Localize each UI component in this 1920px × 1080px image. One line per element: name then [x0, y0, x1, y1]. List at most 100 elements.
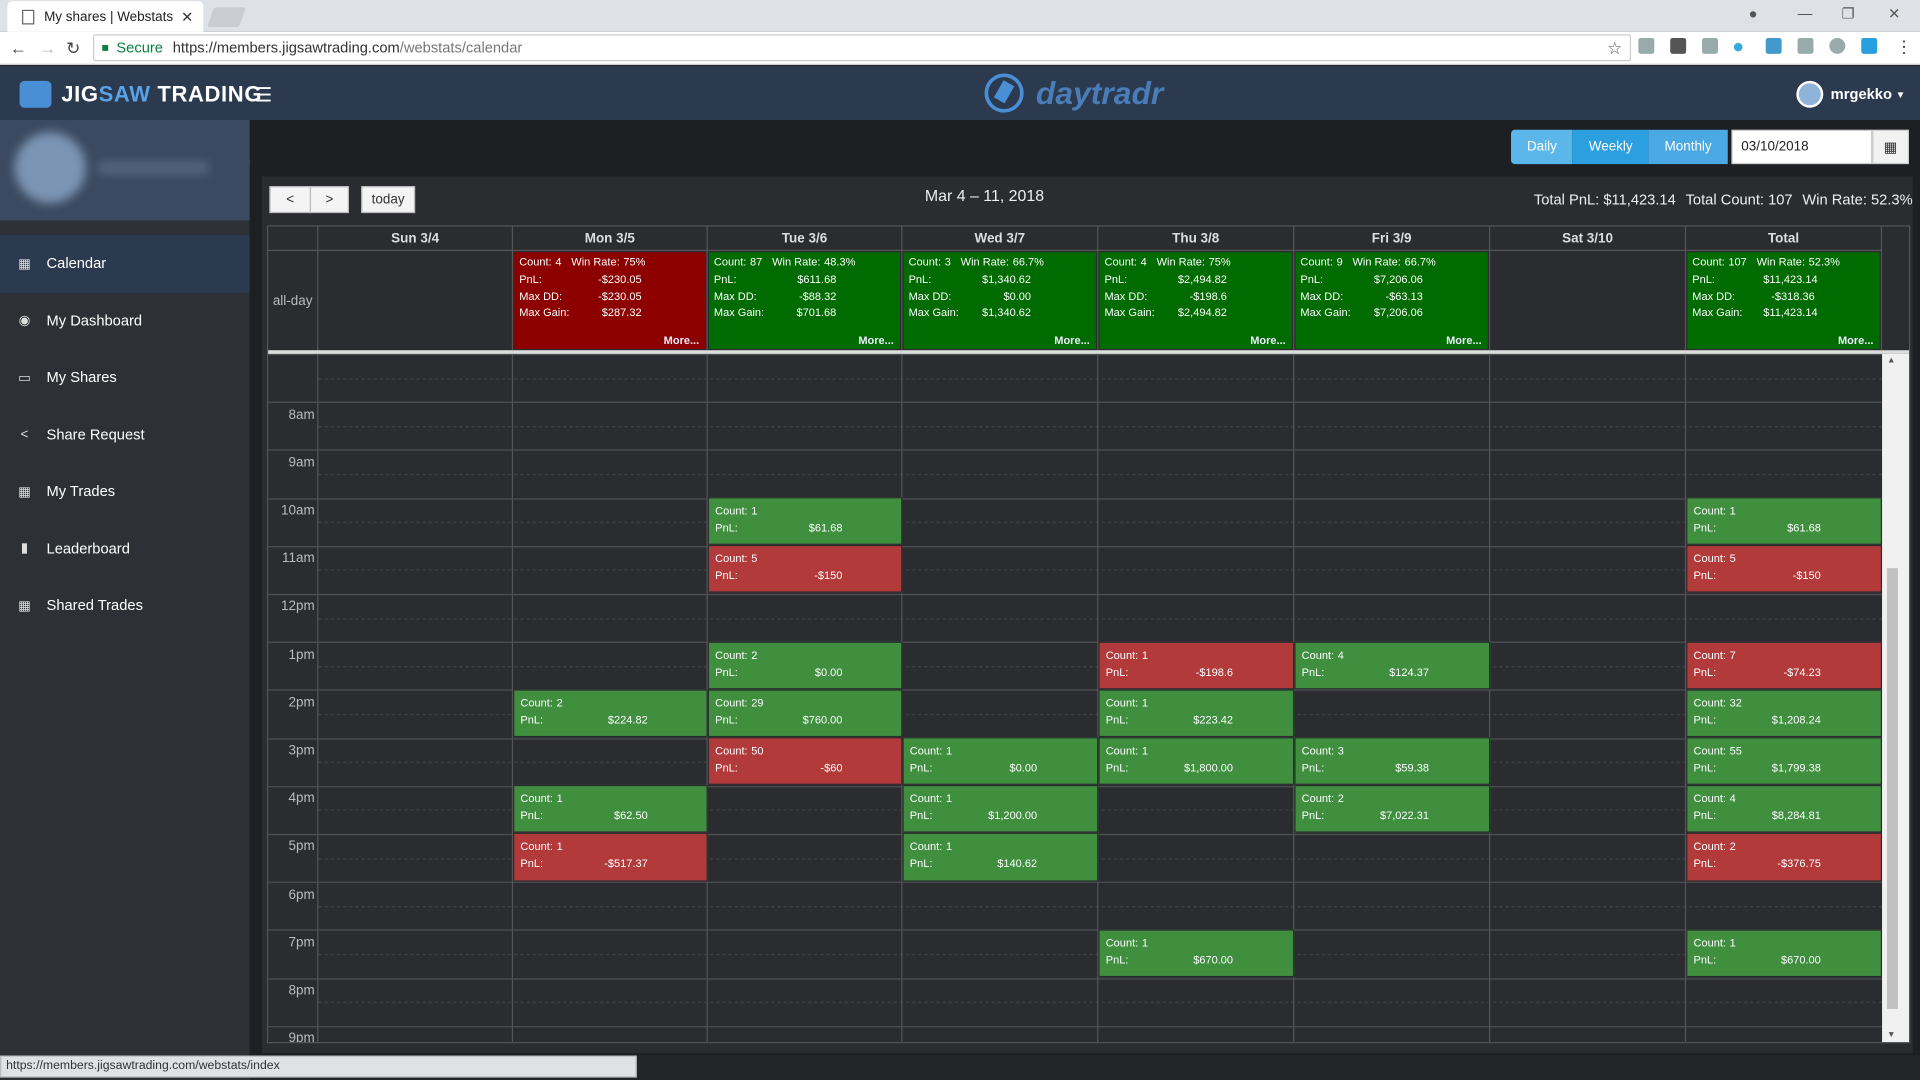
browser-tab[interactable]: My shares | Webstats ✕	[7, 1, 204, 32]
allday-cell[interactable]	[1490, 251, 1687, 351]
extension-icon[interactable]	[1829, 37, 1846, 54]
reload-icon[interactable]: ↻	[66, 37, 81, 58]
extension-icon[interactable]	[1797, 37, 1814, 54]
extension-icon[interactable]	[1670, 37, 1687, 54]
trade-event[interactable]: Count: 1 PnL: $1,800.00	[1098, 737, 1295, 786]
more-link[interactable]: More...	[1446, 334, 1482, 347]
allday-cell[interactable]: Count: 4 Win Rate: 75% PnL: $2,494.82 Max DD: -…	[1098, 251, 1295, 351]
trade-event[interactable]: Count: 1 PnL: -$198.6	[1098, 641, 1295, 690]
more-link[interactable]: More...	[858, 334, 894, 347]
allday-cell[interactable]: Count: 107 Win Rate: 52.3% PnL: $11,423.14 Max…	[1686, 251, 1883, 351]
today-button[interactable]: today	[361, 186, 416, 214]
hour-label: 6pm	[288, 887, 315, 902]
scrollbar-thumb[interactable]	[1886, 568, 1898, 1009]
user-menu[interactable]: mrgekko ▼	[1796, 80, 1905, 108]
trade-event[interactable]: Count: 1 PnL: $670.00	[1098, 929, 1295, 978]
day-summary[interactable]: Count: 4 Win Rate: 75% PnL: -$230.05 Max DD: -$…	[514, 252, 706, 349]
extension-icon[interactable]	[1733, 42, 1743, 52]
trade-event[interactable]: Count: 5 PnL: -$150	[1686, 545, 1883, 594]
forward-icon[interactable]: →	[39, 37, 57, 58]
trade-event[interactable]: Count: 4 PnL: $124.37	[1294, 641, 1491, 690]
allday-cell[interactable]	[318, 251, 514, 351]
sidebar-item-share-request[interactable]: < Share Request	[0, 406, 250, 463]
trade-event[interactable]: Count: 1 PnL: $223.42	[1098, 689, 1295, 738]
prev-week-button[interactable]: <	[269, 186, 312, 214]
day-summary[interactable]: Count: 107 Win Rate: 52.3% PnL: $11,423.14 Max…	[1687, 252, 1880, 349]
trade-event[interactable]: Count: 1 PnL: $61.68	[707, 497, 903, 546]
trade-event[interactable]: Count: 1 PnL: -$517.37	[513, 833, 708, 882]
count-label: Count:	[1301, 648, 1335, 661]
allday-cell[interactable]: Count: 87 Win Rate: 48.3% PnL: $611.68 Max DD:…	[708, 251, 903, 351]
trade-event[interactable]: Count: 29 PnL: $760.00	[707, 689, 903, 738]
extension-icon[interactable]	[1765, 37, 1782, 54]
trade-event[interactable]: Count: 32 PnL: $1,208.24	[1686, 689, 1883, 738]
new-tab-button[interactable]	[207, 7, 247, 27]
count-label: Count:	[1300, 255, 1333, 269]
url-field[interactable]: ■ Secure | https://members.jigsawtrading…	[93, 34, 1736, 176]
monthly-button[interactable]: Monthly	[1648, 129, 1728, 165]
count-label: Count:	[1693, 552, 1726, 565]
back-icon[interactable]: ←	[9, 37, 27, 58]
trade-event[interactable]: Count: 50 PnL: -$60	[707, 737, 903, 786]
pnl-label: PnL:	[1693, 761, 1717, 774]
trade-event[interactable]: Count: 2 PnL: $7,022.31	[1294, 785, 1491, 834]
calendar-panel: < > today Mar 4 – 11, 2018 Total PnL: $1…	[262, 176, 1913, 1054]
profile-icon[interactable]: ●	[1748, 4, 1758, 23]
allday-cell[interactable]: Count: 3 Win Rate: 66.7% PnL: $1,340.62 Max DD…	[902, 251, 1099, 351]
day-header: Sat 3/10	[1490, 226, 1687, 252]
count-value: 1	[556, 792, 563, 805]
trade-event[interactable]: Count: 2 PnL: $0.00	[707, 641, 903, 690]
trade-event[interactable]: Count: 4 PnL: $8,284.81	[1686, 785, 1883, 834]
allday-cell[interactable]: Count: 9 Win Rate: 66.7% PnL: $7,206.06 Max DD…	[1294, 251, 1491, 351]
allday-cell[interactable]: Count: 4 Win Rate: 75% PnL: -$230.05 Max DD: -$…	[513, 251, 708, 351]
more-link[interactable]: More...	[1837, 334, 1874, 347]
time-grid-scrollbar[interactable]: ▲ ▼	[1882, 353, 1909, 1043]
more-link[interactable]: More...	[663, 334, 700, 347]
day-summary[interactable]: Count: 4 Win Rate: 75% PnL: $2,494.82 Max DD: -…	[1099, 252, 1292, 349]
trade-event[interactable]: Count: 1 PnL: $1,200.00	[902, 785, 1099, 834]
more-link[interactable]: More...	[1250, 334, 1286, 347]
time-grid[interactable]: 8am 9am 10am 11am 12pm 1pm 2pm 3pm 4pm 5pm 6pm 7pm 8…	[268, 353, 1883, 1043]
bookmark-star-icon[interactable]: ☆	[1607, 37, 1623, 58]
scroll-up-icon[interactable]: ▲	[1886, 356, 1896, 365]
maximize-icon[interactable]: ❐	[1841, 4, 1855, 23]
calendar-picker-icon[interactable]: ▦	[1872, 129, 1909, 165]
sidebar-item-my-trades[interactable]: ▦ My Trades	[0, 463, 250, 520]
more-link[interactable]: More...	[1054, 334, 1090, 347]
trade-event[interactable]: Count: 2 PnL: $224.82	[513, 689, 708, 738]
close-window-icon[interactable]: ✕	[1888, 4, 1901, 23]
trade-event[interactable]: Count: 1 PnL: $140.62	[902, 833, 1099, 882]
browser-menu-icon[interactable]: ⋮	[1895, 36, 1913, 57]
trade-event[interactable]: Count: 5 PnL: -$150	[707, 545, 903, 594]
scroll-down-icon[interactable]: ▼	[1886, 1031, 1896, 1040]
minimize-icon[interactable]: —	[1797, 4, 1813, 23]
day-summary[interactable]: Count: 87 Win Rate: 48.3% PnL: $611.68 Max DD:…	[708, 252, 901, 349]
extension-icon[interactable]	[1861, 37, 1878, 54]
hamburger-menu-icon[interactable]: ☰	[254, 85, 273, 107]
trade-event[interactable]: Count: 1 PnL: $61.68	[1686, 497, 1883, 546]
day-summary[interactable]: Count: 9 Win Rate: 66.7% PnL: $7,206.06 Max DD…	[1295, 252, 1488, 349]
trade-event[interactable]: Count: 1 PnL: $670.00	[1686, 929, 1883, 978]
day-header: Tue 3/6	[707, 226, 903, 252]
jigsaw-logo[interactable]: JIG SAW TRADING	[19, 80, 262, 108]
weekly-button[interactable]: Weekly	[1572, 129, 1649, 165]
close-tab-icon[interactable]: ✕	[181, 8, 194, 26]
sidebar-item-shared-trades[interactable]: ▦ Shared Trades	[0, 577, 250, 634]
date-input[interactable]: 03/10/2018	[1731, 129, 1873, 165]
trade-event[interactable]: Count: 7 PnL: -$74.23	[1686, 641, 1883, 690]
trade-event[interactable]: Count: 55 PnL: $1,799.38	[1686, 737, 1883, 786]
sidebar-item-my-dashboard[interactable]: ◉ My Dashboard	[0, 292, 250, 349]
sidebar-item-my-shares[interactable]: ▭ My Shares	[0, 349, 250, 406]
sidebar-item-label: Calendar	[46, 255, 107, 273]
trade-event[interactable]: Count: 1 PnL: $62.50	[513, 785, 708, 834]
day-summary[interactable]: Count: 3 Win Rate: 66.7% PnL: $1,340.62 Max DD…	[903, 252, 1096, 349]
extension-icon[interactable]	[1638, 37, 1655, 54]
daily-button[interactable]: Daily	[1511, 129, 1573, 165]
trade-event[interactable]: Count: 1 PnL: $0.00	[902, 737, 1099, 786]
sidebar-item-calendar[interactable]: ▦ Calendar	[0, 235, 250, 293]
trade-event[interactable]: Count: 3 PnL: $59.38	[1294, 737, 1491, 786]
extension-icon[interactable]	[1702, 37, 1718, 54]
sidebar-item-leaderboard[interactable]: ▮ Leaderboard	[0, 520, 250, 577]
trade-event[interactable]: Count: 2 PnL: -$376.75	[1686, 833, 1883, 882]
next-week-button[interactable]: >	[309, 186, 349, 214]
